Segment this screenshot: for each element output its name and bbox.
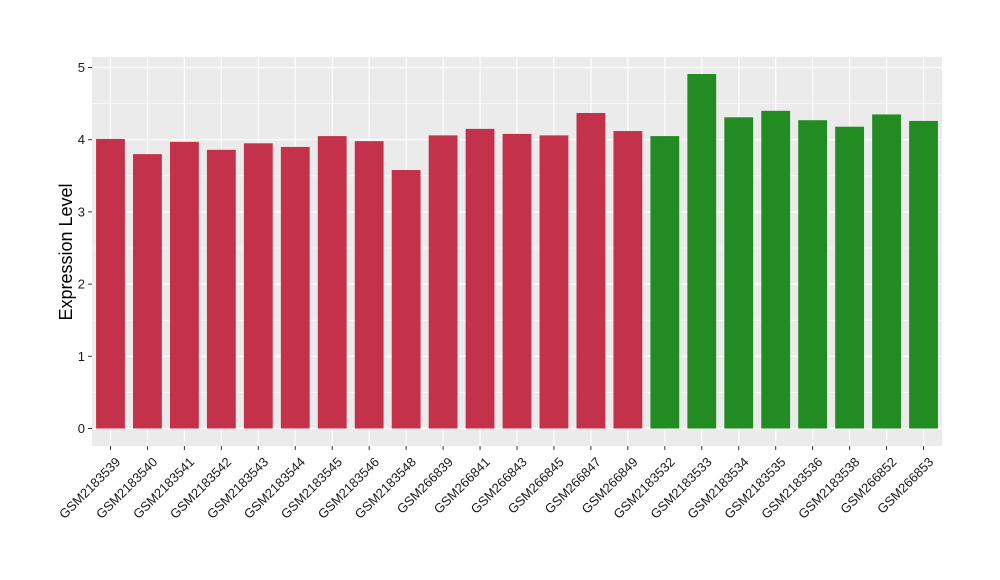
y-tick-label: 2 (78, 277, 85, 292)
y-axis: 0 1 2 3 4 5 (78, 60, 92, 436)
x-axis: GSM2183539GSM2183540GSM2183541GSM2183542… (56, 446, 936, 522)
bar-GSM2183545 (317, 136, 347, 429)
bar-GSM2183540 (133, 154, 162, 429)
bar-GSM2183542 (206, 149, 236, 429)
bar-GSM2183544 (280, 146, 310, 429)
bar-GSM2183543 (243, 143, 273, 429)
bar-GSM266845 (539, 135, 569, 429)
bar-GSM266849 (613, 131, 643, 429)
bar-GSM2183534 (724, 117, 754, 429)
bar-GSM266839 (428, 135, 458, 429)
bar-GSM266843 (502, 133, 532, 429)
bar-GSM2183548 (391, 170, 421, 429)
bar-GSM2183533 (687, 73, 717, 429)
y-tick-label: 4 (78, 132, 85, 147)
bar-GSM266852 (872, 114, 901, 429)
bar-GSM266841 (465, 128, 495, 429)
bar-GSM266853 (909, 120, 938, 429)
y-tick-label: 0 (78, 421, 85, 436)
y-axis-title: Expression Level (56, 183, 76, 320)
bar-GSM2183539 (96, 138, 125, 429)
bar-GSM2183546 (354, 141, 384, 429)
bar-GSM2183532 (650, 136, 680, 429)
y-tick-label: 3 (78, 204, 85, 219)
bars (96, 73, 938, 429)
bar-GSM2183538 (835, 126, 865, 429)
y-tick-label: 1 (78, 349, 85, 364)
bar-GSM2183541 (169, 141, 199, 429)
bar-GSM266847 (576, 112, 606, 429)
y-tick-label: 5 (78, 60, 85, 75)
bar-GSM2183535 (761, 110, 791, 429)
bar-GSM2183536 (798, 120, 828, 429)
